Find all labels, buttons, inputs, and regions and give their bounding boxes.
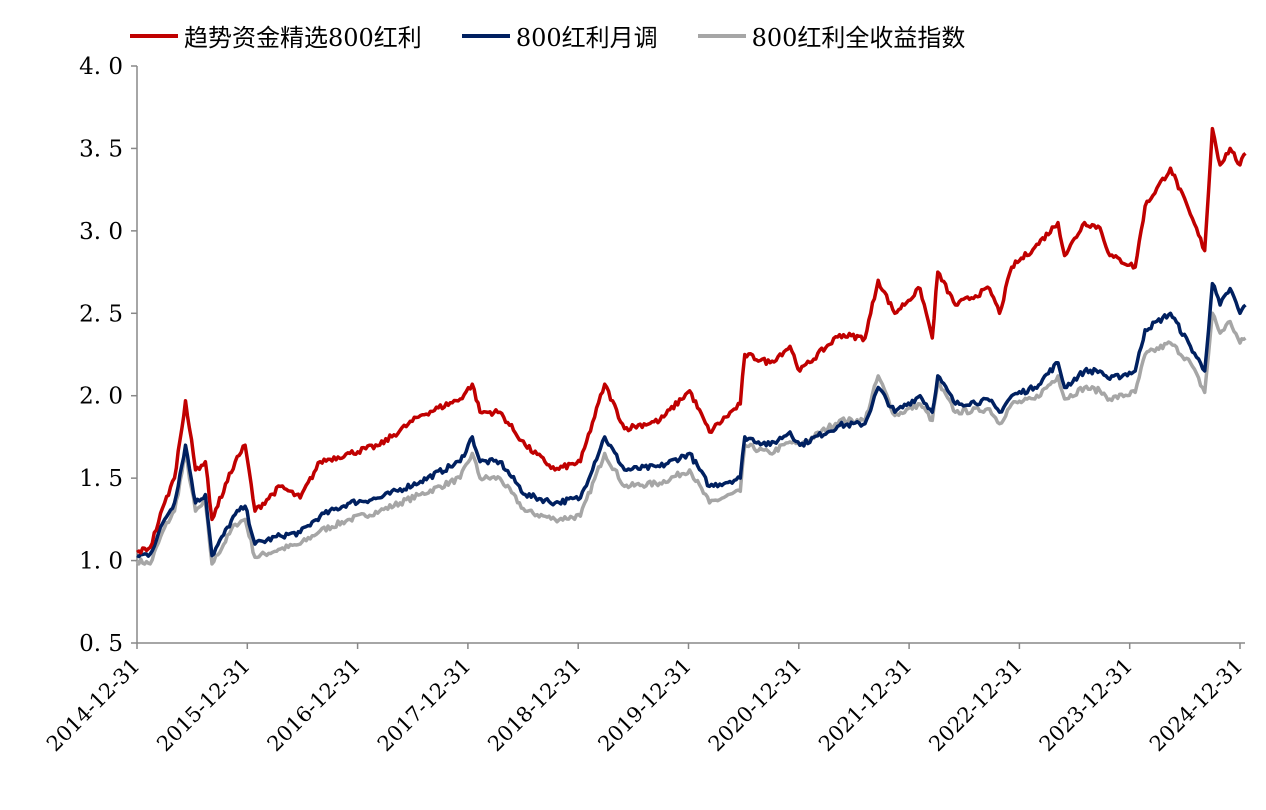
legend-item-trend-fund: 趋势资金精选800红利 — [130, 18, 422, 53]
chart-legend: 趋势资金精选800红利 800红利月调 800红利全收益指数 — [130, 18, 965, 53]
legend-label: 800红利月调 — [515, 24, 658, 52]
legend-swatch-red — [130, 33, 178, 38]
x-tick-label: 2016-12-31 — [263, 654, 366, 757]
x-tick-label: 2014-12-31 — [42, 654, 145, 757]
x-tick-label: 2020-12-31 — [704, 654, 807, 757]
x-tick-label: 2024-12-31 — [1145, 654, 1248, 757]
legend-label: 800红利全收益指数 — [751, 24, 966, 52]
y-tick-label: 1. 5 — [79, 466, 123, 492]
series-line-0 — [136, 126, 1247, 555]
x-tick-label: 2017-12-31 — [373, 654, 476, 757]
y-tick-label: 2. 0 — [79, 384, 123, 410]
legend-item-monthly: 800红利月调 — [461, 18, 658, 53]
legend-item-total-return: 800红利全收益指数 — [697, 18, 966, 53]
x-tick-label: 2022-12-31 — [924, 654, 1027, 757]
y-tick-label: 0. 5 — [79, 631, 123, 657]
y-tick-label: 3. 5 — [79, 136, 123, 162]
x-tick-label: 2021-12-31 — [814, 654, 917, 757]
y-tick-label: 2. 5 — [79, 301, 123, 327]
series-line-1 — [136, 281, 1247, 559]
x-tick-label: 2018-12-31 — [483, 654, 586, 757]
legend-label: 趋势资金精选800红利 — [184, 24, 422, 52]
x-tick-label: 2015-12-31 — [152, 654, 255, 757]
y-tick-label: 1. 0 — [79, 549, 123, 575]
legend-swatch-navy — [461, 33, 510, 38]
x-tick-label: 2023-12-31 — [1035, 654, 1138, 757]
y-tick-label: 3. 0 — [79, 219, 123, 245]
y-tick-label: 4. 0 — [79, 54, 123, 80]
x-tick-label: 2019-12-31 — [593, 654, 696, 757]
series-line-2 — [135, 311, 1247, 566]
legend-swatch-gray — [697, 33, 746, 38]
